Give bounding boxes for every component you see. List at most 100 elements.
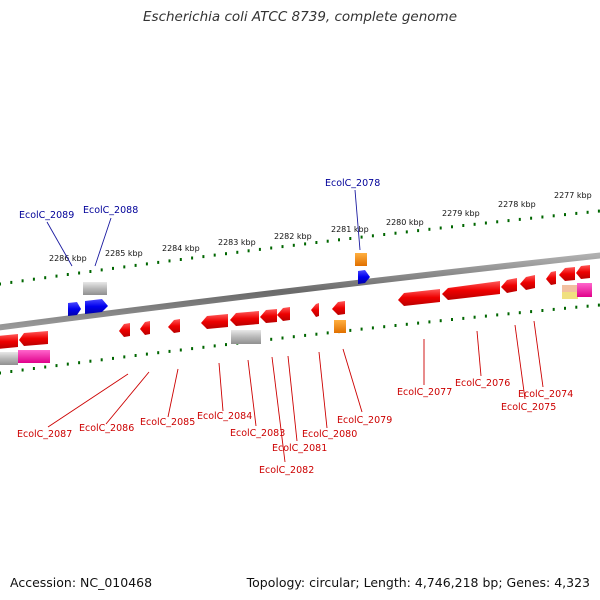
label-EcolC_2086[interactable]: EcolC_2086 (79, 423, 134, 434)
inner-scale-tick (496, 313, 499, 317)
inner-scale-tick (179, 348, 182, 352)
outer-scale-tick (32, 277, 35, 281)
outer-scale-tick (66, 273, 69, 276)
inner-scale-tick (112, 356, 114, 360)
inner-scale-tick (191, 347, 194, 351)
outer-scale-tick (439, 226, 442, 230)
label-EcolC_2076[interactable]: EcolC_2076 (455, 378, 510, 389)
rna-feature-EcolC_2079[interactable] (334, 320, 346, 333)
gene-feature-EcolC_2084[interactable] (201, 314, 228, 329)
gene-feature-EcolC_2083[interactable] (230, 311, 259, 326)
outer-scale-tick (484, 221, 487, 225)
inner-scale-tick (134, 354, 137, 357)
inner-scale-tick (32, 367, 35, 370)
label-EcolC_2075[interactable]: EcolC_2075 (501, 402, 556, 413)
gene-feature-EcolC_2081[interactable] (260, 309, 277, 323)
gene-feature-small-2080b[interactable] (311, 303, 319, 317)
outer-scale-tick (451, 225, 453, 229)
gene-feature-EcolC_2074a[interactable] (546, 271, 556, 285)
gene-feature-EcolC_2077[interactable] (398, 289, 440, 306)
outer-scale-tick (507, 219, 510, 223)
inner-scale-tick (360, 327, 363, 331)
outer-scale-tick (417, 229, 420, 233)
label-EcolC_2080[interactable]: EcolC_2080 (302, 429, 357, 440)
genome-backbone (0, 252, 600, 331)
inner-scale-tick (507, 312, 510, 316)
map-title: Escherichia coli ATCC 8739, complete gen… (143, 9, 457, 25)
gene-feature-EcolC_2089[interactable] (68, 302, 81, 316)
leader-EcolC_2076 (476, 330, 482, 377)
gene-feature-gray-2082[interactable] (231, 330, 261, 344)
scale-label-2282: 2282 kbp (274, 232, 312, 241)
outer-scale-tick (44, 276, 47, 280)
gene-feature-EcolC_2076[interactable] (442, 281, 500, 300)
label-EcolC_2085[interactable]: EcolC_2085 (140, 417, 195, 428)
outer-scale-tick (383, 233, 386, 236)
inner-scale-tick (484, 314, 487, 318)
gene-feature-left-pink[interactable] (18, 350, 50, 363)
gene-feature-EcolC_2085[interactable] (168, 319, 180, 333)
gene-feature-left-gray[interactable] (0, 352, 18, 365)
label-EcolC_2082[interactable]: EcolC_2082 (259, 465, 314, 476)
outer-scale-tick (157, 260, 160, 264)
outer-scale-tick (473, 222, 476, 226)
label-EcolC_2077[interactable]: EcolC_2077 (397, 387, 452, 398)
label-EcolC_2084[interactable]: EcolC_2084 (197, 411, 252, 422)
leader-EcolC_2082 (271, 356, 286, 463)
outer-scale-tick (462, 224, 465, 227)
label-EcolC_2081[interactable]: EcolC_2081 (272, 443, 327, 454)
scale-label-2278: 2278 kbp (498, 200, 536, 209)
inner-scale-tick (270, 337, 273, 341)
gene-feature-EcolC_2088[interactable] (85, 299, 108, 314)
label-EcolC_2078[interactable]: EcolC_2078 (325, 178, 380, 189)
outer-scale-tick (597, 209, 600, 213)
inner-scale-tick (292, 335, 295, 339)
inner-scale-tick (473, 315, 476, 319)
inner-scale-tick (586, 304, 589, 308)
leader-EcolC_2089 (46, 221, 73, 267)
inner-scale-tick (202, 345, 205, 349)
gene-feature-EcolC_2080[interactable] (277, 307, 290, 321)
inner-scale-tick (21, 368, 24, 372)
outer-scale-tick (10, 280, 13, 284)
gene-feature-EcolC_2086[interactable] (140, 321, 150, 335)
gene-feature-forward-small[interactable] (358, 270, 370, 284)
inner-scale-tick (530, 310, 533, 314)
label-EcolC_2083[interactable]: EcolC_2083 (230, 428, 285, 439)
outer-scale-tick (315, 241, 318, 244)
gene-feature-EcolC_2075[interactable] (520, 275, 535, 290)
label-EcolC_2079[interactable]: EcolC_2079 (337, 415, 392, 426)
inner-scale-tick (349, 328, 352, 332)
accession-text: Accession: NC_010468 (10, 575, 153, 590)
scale-labels: 2286 kbp 2285 kbp 2284 kbp 2283 kbp 2282… (49, 191, 592, 263)
gene-feature-left-1[interactable] (0, 334, 18, 349)
outer-scale-tick (225, 252, 227, 256)
outer-scale-tick (360, 235, 363, 239)
gene-feature-edge-right[interactable] (576, 265, 590, 279)
scale-label-2285: 2285 kbp (105, 249, 143, 258)
gene-feature-EcolC_2074[interactable] (559, 267, 575, 281)
label-EcolC_2074[interactable]: EcolC_2074 (518, 389, 573, 400)
gene-feature-small-2079b[interactable] (332, 301, 345, 315)
inner-scale-tick (383, 325, 386, 329)
gene-feature-EcolC_2087[interactable] (119, 323, 130, 337)
outer-scale-tick (236, 250, 239, 254)
gene-feature-gray[interactable] (83, 282, 107, 295)
label-EcolC_2089[interactable]: EcolC_2089 (19, 210, 74, 221)
gene-feature-left-2[interactable] (19, 331, 48, 346)
gene-feature-EcolC_2076b[interactable] (501, 278, 517, 293)
inner-scale-tick (10, 370, 13, 373)
scale-label-2277: 2277 kbp (554, 191, 592, 200)
gene-feature-right-yellow[interactable] (562, 292, 578, 299)
outer-scale-tick (281, 245, 284, 249)
gene-labels: EcolC_2089 EcolC_2088 EcolC_2078 EcolC_2… (17, 178, 573, 476)
inner-scale-tick (315, 332, 318, 336)
rna-feature-EcolC_2078[interactable] (355, 253, 367, 266)
outer-scale-tick (552, 214, 555, 218)
inner-scale-tick (0, 371, 1, 375)
outer-scale-tick (292, 243, 295, 247)
gene-feature-right-pink[interactable] (577, 283, 592, 297)
label-EcolC_2087[interactable]: EcolC_2087 (17, 429, 72, 440)
outer-scale-tick (428, 227, 431, 231)
label-EcolC_2088[interactable]: EcolC_2088 (83, 205, 138, 216)
